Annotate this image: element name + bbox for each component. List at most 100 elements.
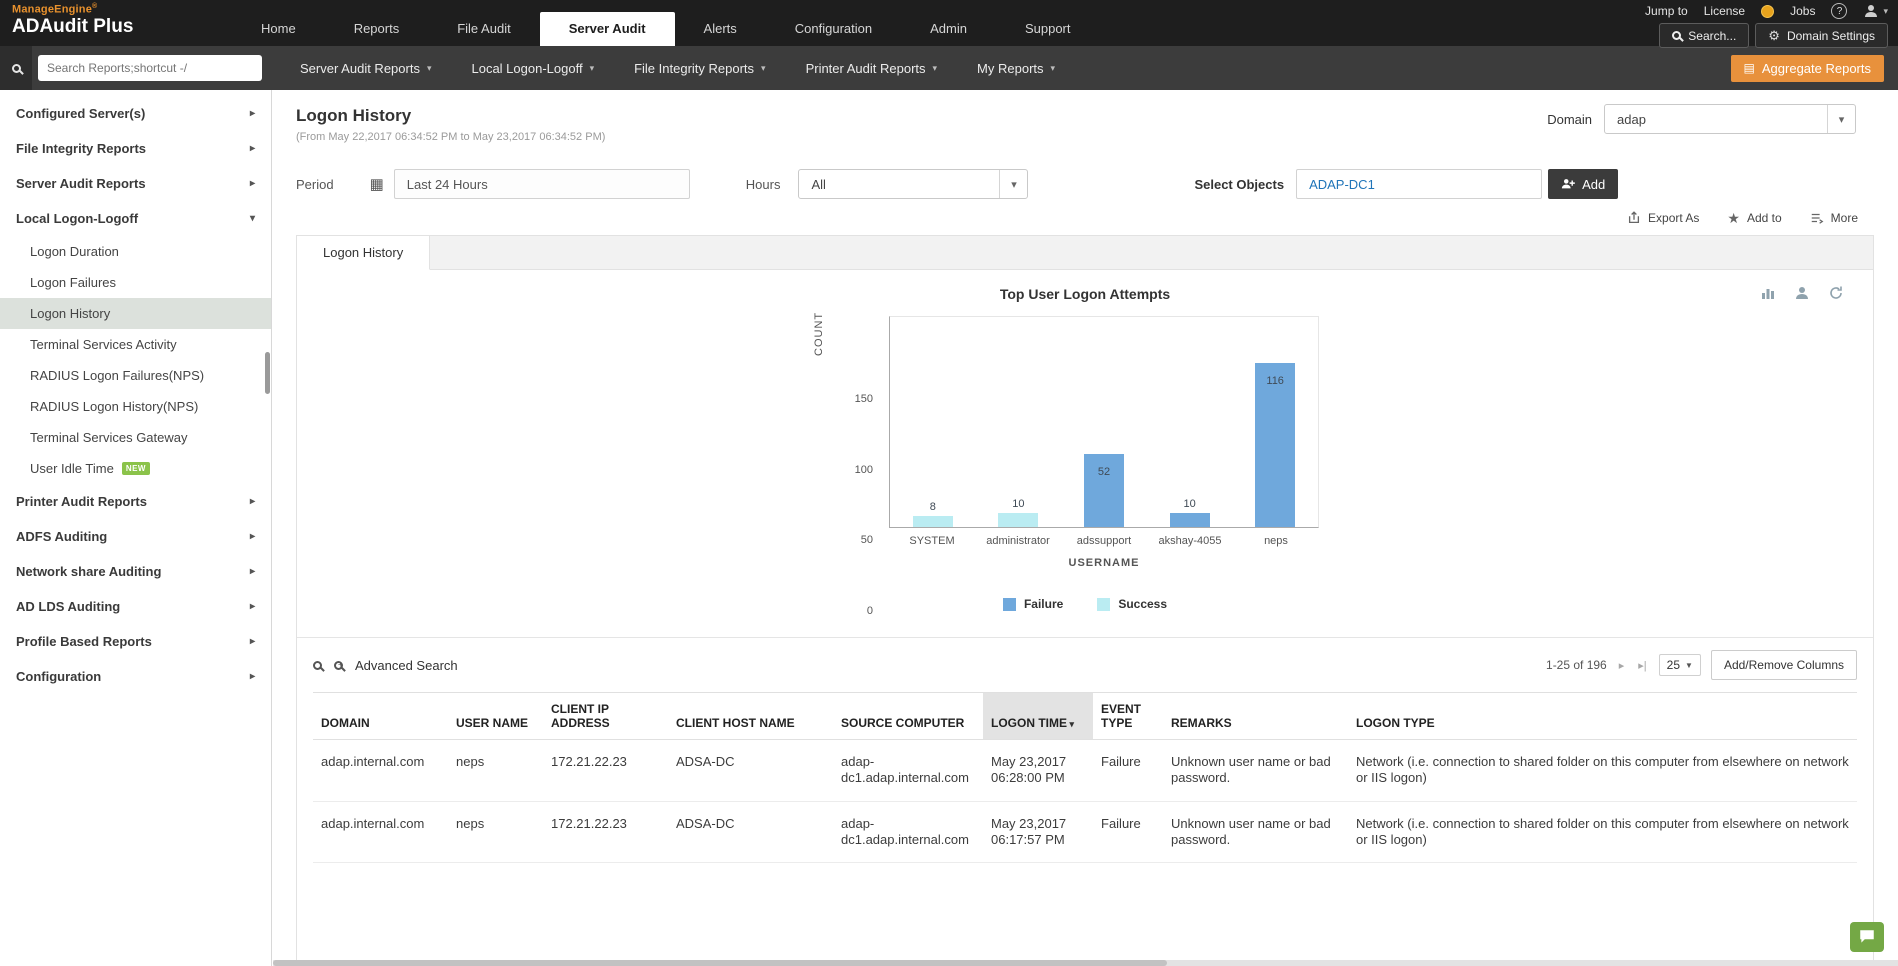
jobs-link[interactable]: Jobs [1790,4,1816,18]
table-row[interactable]: adap.internal.com neps 172.21.22.23 ADSA-DC… [313,739,1857,802]
column-header-domain[interactable]: DOMAIN [313,692,448,740]
calendar-icon[interactable]: ▦ [369,175,384,193]
column-header-logon-time[interactable]: LOGON TIME ▾ [983,692,1093,740]
y-tick-label: 150 [854,393,873,405]
chart-bar-neps[interactable]: 116 [1255,363,1296,527]
chart-bar-administrator[interactable] [998,512,1039,527]
section-divider [297,637,1873,638]
bar-chart-icon[interactable] [1757,284,1779,302]
domain-select[interactable]: adap ▾ [1604,104,1856,134]
refresh-chart-icon[interactable] [1825,284,1847,302]
x-axis-title: USERNAME [1068,557,1140,569]
license-link[interactable]: License [1703,4,1746,18]
horizontal-scrollbar[interactable] [273,960,1898,966]
last-page-icon[interactable]: ▸| [1638,659,1647,672]
sidebar-item-logon-failures[interactable]: Logon Failures [0,267,271,298]
chart-bar-adssupport[interactable]: 52 [1083,453,1124,527]
chat-icon [1860,930,1874,943]
sidebar-item-network-share-auditing[interactable]: Network share Auditing ▸ [0,554,271,589]
period-input[interactable] [393,169,690,199]
nav-tab-reports[interactable]: Reports [353,21,400,36]
column-header-event-type[interactable]: EVENT TYPE [1093,692,1163,740]
sidebar-item-adfs-auditing[interactable]: ADFS Auditing ▸ [0,519,271,554]
export-as-button[interactable]: Export As [1627,211,1699,225]
domain-settings-button[interactable]: ⚙ Domain Settings [1755,23,1888,48]
advanced-search-link[interactable]: Advanced Search [355,657,458,673]
nav-tab-home[interactable]: Home [261,21,296,36]
chevron-right-icon: ▸ [249,566,255,577]
global-search-label: Search... [1688,28,1737,43]
advanced-search-icon[interactable] [334,660,343,670]
add-to-button[interactable]: ★ Add to [1727,211,1781,225]
aggregate-reports-button[interactable]: ▤ Aggregate Reports [1730,54,1884,82]
chat-widget-button[interactable] [1850,922,1884,952]
tab-logon-history[interactable]: Logon History [297,236,431,270]
nav-tab-file-audit[interactable]: File Audit [457,21,511,36]
sidebar-item-configured-server-s[interactable]: Configured Server(s) ▸ [0,96,271,131]
nav-tab-support[interactable]: Support [1024,21,1071,36]
help-icon[interactable]: ? [1831,3,1848,19]
sidebar-item-server-audit-reports[interactable]: Server Audit Reports ▸ [0,166,271,201]
sidebar-item-file-integrity-reports[interactable]: File Integrity Reports ▸ [0,131,271,166]
pagination-text: 1-25 of 196 [1546,658,1607,672]
nav-tab-alerts[interactable]: Alerts [703,21,737,36]
nav-tab-server-audit[interactable]: Server Audit [539,12,675,46]
chart-bar-akshay-4055[interactable] [1169,512,1210,527]
column-header-client-ip-address[interactable]: CLIENT IP ADDRESS [543,692,668,740]
sidebar-item-logon-duration[interactable]: Logon Duration [0,236,271,267]
hours-select[interactable]: All ▾ [798,169,1029,199]
sidebar-item-radius-logon-failures-nps[interactable]: RADIUS Logon Failures(NPS) [0,360,271,391]
column-header-source-computer[interactable]: SOURCE COMPUTER [833,692,983,740]
report-search-icon-box[interactable] [0,46,32,90]
sidebar-item-configuration[interactable]: Configuration ▸ [0,659,271,694]
sidebar-item-local-logon-logoff[interactable]: Local Logon-Logoff ▾ [0,201,271,236]
nav-tab-configuration[interactable]: Configuration [794,21,873,36]
next-page-icon[interactable]: ▸ [1618,659,1625,672]
more-button[interactable]: More [1810,211,1858,225]
sidebar-item-terminal-services-activity[interactable]: Terminal Services Activity [0,329,271,360]
x-tick-label: akshay-4055 [1158,535,1222,547]
report-search-input[interactable] [38,55,262,81]
page-size-select[interactable]: 25 ▼ [1658,654,1701,676]
column-header-logon-type[interactable]: LOGON TYPE [1348,692,1857,740]
report-menu-label: File Integrity Reports [634,60,755,76]
jump-to-link[interactable]: Jump to [1645,4,1688,18]
sidebar-item-ad-lds-auditing[interactable]: AD LDS Auditing ▸ [0,589,271,624]
table-toolbar-left: Advanced Search [313,658,458,673]
column-header-remarks[interactable]: REMARKS [1163,692,1348,740]
nav-tab-admin[interactable]: Admin [930,21,967,36]
select-objects-input[interactable] [1296,169,1543,199]
global-search-button[interactable]: Search... [1659,23,1750,48]
add-remove-columns-button[interactable]: Add/Remove Columns [1710,650,1857,680]
add-object-button[interactable]: Add [1548,169,1619,199]
report-menu-server-audit-reports[interactable]: Server Audit Reports ▾ [280,61,451,76]
search-icon[interactable] [313,660,322,670]
sidebar-item-terminal-services-gateway[interactable]: Terminal Services Gateway [0,422,271,453]
chart-bar-system[interactable] [912,515,953,527]
sidebar-subitem-label: Logon Failures [30,275,116,290]
report-menu-local-logon-logoff[interactable]: Local Logon-Logoff ▾ [451,61,614,76]
scrollbar-thumb[interactable] [273,960,1167,966]
column-header-user-name[interactable]: USER NAME [448,692,543,740]
sidebar-list: Configured Server(s) ▸ File Integrity Repo… [0,96,271,694]
sidebar-item-label: Profile Based Reports [16,634,152,649]
chart-title: Top User Logon Attempts [999,286,1171,302]
sidebar-item-user-idle-time[interactable]: User Idle Time NEW [0,453,271,484]
sidebar-item-profile-based-reports[interactable]: Profile Based Reports ▸ [0,624,271,659]
sidebar-item-radius-logon-history-nps[interactable]: RADIUS Logon History(NPS) [0,391,271,422]
domain-select-value: adap [1617,111,1646,127]
coin-icon[interactable] [1761,4,1775,18]
report-menu-printer-audit-reports[interactable]: Printer Audit Reports ▾ [786,61,957,76]
sidebar-item-logon-history[interactable]: Logon History [0,298,271,329]
user-menu[interactable]: ▾ [1863,3,1888,19]
report-menu-file-integrity-reports[interactable]: File Integrity Reports ▾ [614,61,785,76]
table-cell: Network (i.e. connection to shared folde… [1348,739,1857,802]
report-menu-my-reports[interactable]: My Reports ▾ [957,61,1075,76]
user-chart-icon[interactable] [1791,284,1813,302]
sidebar-scrollbar[interactable] [265,352,270,394]
bar-value-label: 52 [1097,465,1111,478]
table-row[interactable]: adap.internal.com neps 172.21.22.23 ADSA-DC… [313,801,1857,863]
sidebar-item-printer-audit-reports[interactable]: Printer Audit Reports ▸ [0,484,271,519]
column-header-client-host-name[interactable]: CLIENT HOST NAME [668,692,833,740]
panel-body: Top User Logon Attempts COUNT 0 50 100 150 … [297,270,1873,966]
